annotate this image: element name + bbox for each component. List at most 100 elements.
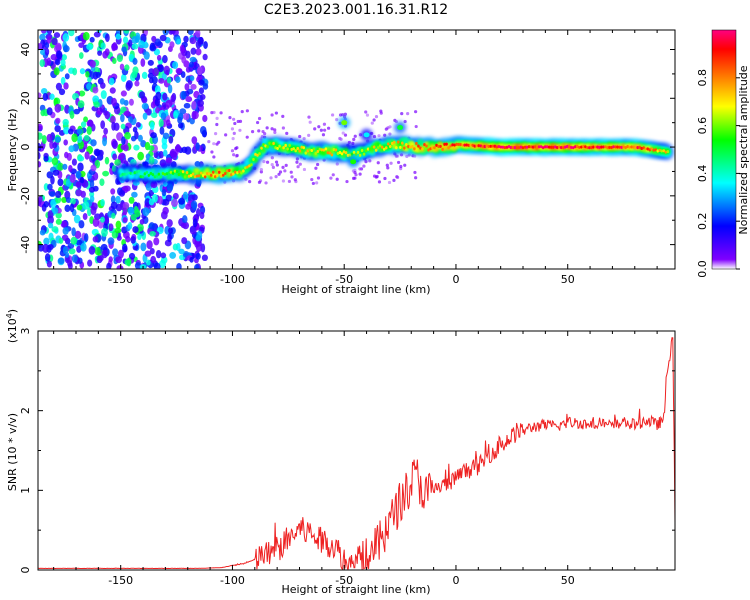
noise-speckle [43,183,49,191]
noise-speckle [414,124,418,129]
noise-speckle [414,110,418,114]
noise-speckle [166,183,174,192]
noise-speckle [210,150,214,154]
noise-speckle [69,110,75,119]
noise-speckle [87,76,92,83]
noise-speckle [61,54,67,61]
noise-speckle [143,51,150,60]
noise-speckle [54,103,62,113]
noise-speckle [331,113,335,117]
noise-speckle [190,200,198,209]
noise-speckle [61,234,69,241]
noise-speckle [198,87,205,95]
trace-blob [553,145,557,149]
noise-speckle [151,35,157,43]
noise-speckle [93,148,101,157]
noise-speckle [163,149,168,157]
noise-speckle [89,179,95,189]
trace-blob [197,174,201,178]
trace-blob [499,145,503,149]
noise-speckle [62,45,70,53]
noise-speckle [184,83,190,91]
noise-speckle [64,204,71,213]
trace-blob [479,144,483,148]
noise-speckle [51,226,59,233]
snr-series-line [38,337,675,570]
noise-speckle [38,200,42,206]
noise-speckle [131,43,139,50]
trace-blob [521,146,525,150]
trace-blob [326,151,330,155]
noise-speckle [389,161,393,165]
trace-blob [419,146,422,150]
noise-speckle [132,57,138,65]
spectrogram-x-tick-label: -50 [335,273,353,286]
noise-speckle [107,237,115,245]
trace-blob [282,146,285,150]
trace-blob [187,174,191,178]
trace-blob [308,148,312,152]
noise-speckle [176,262,182,269]
noise-speckle [224,133,228,137]
trace-blob [240,171,243,175]
trace-blob [153,175,157,179]
trace-blob [567,145,571,149]
noise-speckle [189,256,194,263]
noise-speckle [159,34,167,42]
noise-speckle [194,263,200,269]
noise-speckle [231,137,235,141]
noise-speckle [120,73,127,83]
noise-speckle [115,195,121,204]
noise-speckle [125,82,132,91]
noise-speckle [49,93,55,100]
noise-speckle [284,163,288,167]
noise-speckle [140,140,147,148]
trace-blob [642,146,646,150]
noise-speckle [172,243,178,251]
noise-speckle [169,41,175,49]
noise-speckle [42,92,49,101]
trace-blob [173,169,177,173]
trace-blob [481,145,485,149]
noise-speckle [212,155,216,159]
noise-speckle [116,265,124,269]
noise-speckle [64,151,69,159]
noise-speckle [137,134,143,142]
noise-speckle [147,59,154,66]
trace-blob [244,166,247,170]
trace-blob [515,146,519,150]
trace-blob [320,148,324,152]
spectrogram-x-tick-label: 0 [452,273,459,286]
noise-speckle [87,207,92,217]
trace-blob [191,172,195,176]
trace-blob [360,148,364,153]
noise-speckle [281,179,286,183]
noise-speckle [40,30,47,34]
noise-speckle [185,203,192,210]
noise-speckle [102,50,109,59]
noise-speckle [201,254,208,262]
noise-speckle [195,30,201,38]
trace-blob [453,143,456,147]
noise-speckle [120,144,126,150]
noise-speckle [181,215,188,224]
noise-speckle [46,35,52,44]
trace-blob [586,146,589,150]
snr-y-tick-label: 3 [19,328,32,335]
noise-speckle [39,33,46,41]
trace-blob [666,150,670,154]
noise-speckle [345,179,349,184]
noise-speckle [86,82,92,90]
noise-speckle [183,35,189,43]
noise-speckle [72,67,78,76]
noise-speckle [298,134,302,139]
noise-speckle [38,43,43,50]
noise-speckle [55,218,62,225]
trace-blob [384,146,388,150]
noise-speckle [42,243,49,253]
trace-blob [328,151,332,155]
trace-blob [634,145,637,149]
trace-blob [316,149,320,153]
noise-speckle [46,107,53,116]
noise-speckle [153,262,161,269]
